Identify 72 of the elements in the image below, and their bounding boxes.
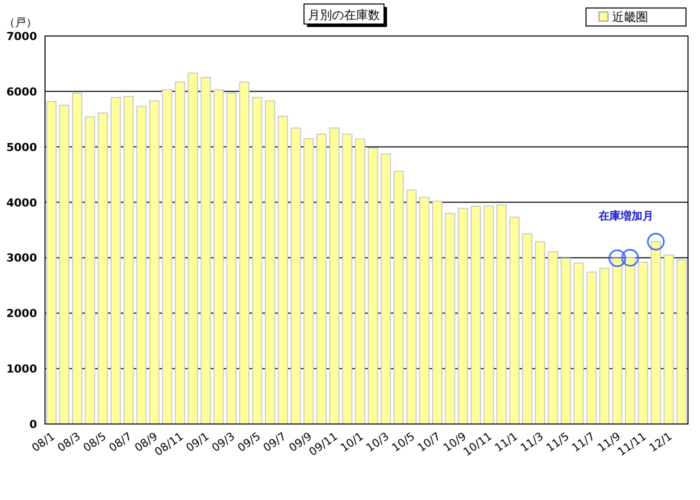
chart-title: 月別の在庫数 <box>308 8 380 22</box>
bar <box>46 100 57 424</box>
bar <box>136 106 147 424</box>
bar <box>290 128 301 424</box>
bar <box>98 112 108 424</box>
annotation: 在庫増加月 <box>597 210 654 223</box>
bar <box>380 154 391 424</box>
bar <box>252 97 262 424</box>
x-tick-label: 10/1 <box>338 430 366 455</box>
x-tick-label: 08/1 <box>29 430 58 455</box>
x-tick-label: 12/1 <box>646 430 674 455</box>
x-tick-label: 09/3 <box>210 430 238 455</box>
bar <box>470 206 481 424</box>
bar <box>496 204 507 424</box>
y-axis-title: （戸） <box>4 16 37 29</box>
bar <box>638 262 648 424</box>
x-tick-label: 11/1 <box>492 430 520 455</box>
bar <box>394 170 404 424</box>
bar <box>432 200 442 424</box>
bar <box>149 100 160 424</box>
bar <box>354 138 366 424</box>
point <box>647 232 665 250</box>
bar <box>123 96 134 424</box>
bar <box>84 116 96 424</box>
y-tick-label: 4000 <box>6 196 38 210</box>
bar <box>226 92 237 424</box>
bar <box>200 77 211 424</box>
bar <box>316 134 327 424</box>
bar <box>650 241 661 424</box>
bar <box>625 257 636 424</box>
bar <box>484 206 494 424</box>
bar <box>162 89 172 424</box>
y-tick-label: 5000 <box>6 140 38 154</box>
bar <box>574 262 584 424</box>
bar <box>239 82 250 424</box>
bar <box>264 100 276 424</box>
bar <box>509 216 520 424</box>
bar <box>458 208 468 424</box>
y-tick-label: 0 <box>29 418 38 431</box>
bar <box>534 241 546 424</box>
bar <box>664 254 674 424</box>
bar <box>59 104 70 424</box>
bar <box>213 89 224 424</box>
bar <box>72 92 82 424</box>
point <box>608 250 626 268</box>
bar <box>368 147 378 424</box>
bar <box>522 233 532 424</box>
bar <box>676 259 687 424</box>
legend-label: 近畿圏 <box>612 10 648 24</box>
y-tick-label: 1000 <box>6 362 38 376</box>
bar <box>560 258 571 424</box>
bar <box>188 72 198 424</box>
bar <box>586 272 597 424</box>
bar <box>342 134 352 424</box>
y-tick-label: 7000 <box>6 30 38 43</box>
bar <box>278 116 288 424</box>
y-tick-label: 6000 <box>6 85 38 98</box>
bar <box>419 196 430 424</box>
bar <box>599 268 610 424</box>
point <box>621 248 639 266</box>
bar <box>548 251 558 424</box>
bar <box>110 97 121 424</box>
x-tick-label: 09/1 <box>184 430 212 455</box>
bar <box>174 82 186 424</box>
x-tick-label: 08/3 <box>55 430 83 455</box>
bar <box>329 128 340 424</box>
bar <box>304 138 314 424</box>
y-tick-label: 3000 <box>6 252 38 265</box>
bar <box>444 212 456 424</box>
bar <box>406 190 417 424</box>
bar <box>612 258 622 424</box>
y-tick-label: 2000 <box>6 307 38 320</box>
